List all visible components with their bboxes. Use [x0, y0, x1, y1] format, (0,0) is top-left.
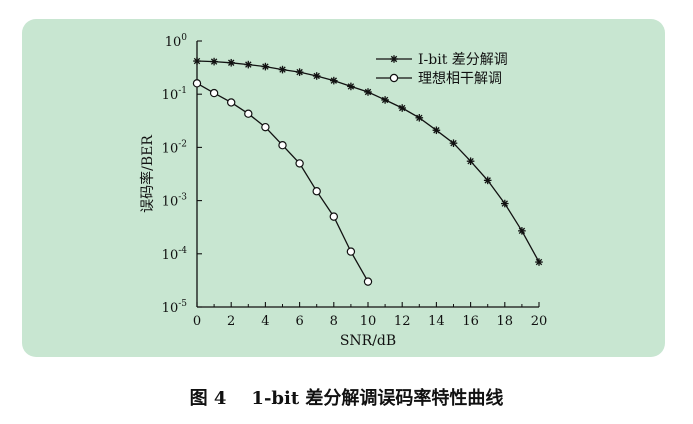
series-2-point — [192, 79, 202, 88]
series-1-point — [278, 65, 287, 74]
series-1-point — [466, 157, 475, 166]
ber-chart: 0 2 4 6 8 10 12 14 16 18 20 100 10-1 10-2 10-3 10-4 10-5… — [139, 33, 548, 349]
series-1-point — [330, 76, 338, 85]
series-1-point — [449, 139, 458, 147]
x-tick-label: 14 — [428, 314, 445, 329]
series-1-point — [381, 96, 389, 104]
legend-marker-1 — [390, 55, 398, 63]
series-2-point — [363, 277, 373, 286]
series-1-point — [193, 57, 201, 65]
series-1-point — [432, 126, 441, 135]
series-1-point — [535, 258, 543, 266]
series-2-point — [312, 187, 321, 196]
series-1-point — [518, 227, 526, 235]
y-tick-label: 100 — [165, 33, 188, 50]
series-2-point — [278, 140, 287, 150]
legend-label-2: 理想相干解调 — [418, 71, 502, 87]
series-2-point — [295, 159, 304, 168]
series-1-point — [227, 58, 235, 67]
y-axis-label: 误码率/BER — [139, 135, 156, 213]
x-tick-label: 4 — [261, 314, 269, 329]
series-2-point — [346, 247, 356, 256]
x-tick-label: 0 — [193, 314, 201, 329]
series-line-2 — [196, 82, 369, 282]
y-tick-label: 10-3 — [162, 193, 188, 210]
x-tick-label: 6 — [295, 314, 303, 329]
series-1-point — [415, 114, 424, 122]
x-tick-label: 8 — [330, 314, 338, 329]
series-2-point — [261, 122, 270, 132]
series-2-point — [244, 109, 253, 118]
series-1-point — [501, 199, 509, 208]
y-tick-label: 10-2 — [162, 139, 187, 156]
x-tick-label: 2 — [227, 314, 235, 329]
x-axis-label: SNR/dB — [340, 333, 396, 349]
y-tick-label: 10-4 — [162, 246, 188, 263]
series-1-point — [364, 88, 372, 96]
series-1-point — [483, 176, 492, 185]
series-1-point — [244, 60, 253, 69]
x-tick-label: 12 — [394, 314, 411, 329]
series-1-point — [261, 62, 270, 71]
series-2-point — [226, 98, 236, 107]
series-1-point — [295, 68, 304, 76]
x-tick-label: 16 — [462, 314, 479, 329]
series-1-point — [398, 104, 406, 112]
y-tick-label: 10-1 — [162, 86, 187, 103]
series-1-point — [312, 72, 321, 80]
series-1-point — [210, 57, 218, 66]
figure-caption: 图 4 1-bit 差分解调误码率特性曲线 — [189, 388, 504, 409]
x-tick-label: 18 — [497, 314, 514, 329]
x-tick-label: 10 — [360, 314, 377, 329]
chart-panel — [22, 19, 665, 357]
series-2-point — [329, 212, 338, 221]
series-2-point — [209, 88, 219, 98]
y-tick-label: 10-5 — [162, 299, 188, 316]
legend-label-1: I-bit 差分解调 — [418, 52, 508, 68]
x-tick-label: 20 — [531, 314, 548, 329]
legend-marker-2 — [389, 73, 399, 83]
series-1-point — [347, 82, 355, 91]
